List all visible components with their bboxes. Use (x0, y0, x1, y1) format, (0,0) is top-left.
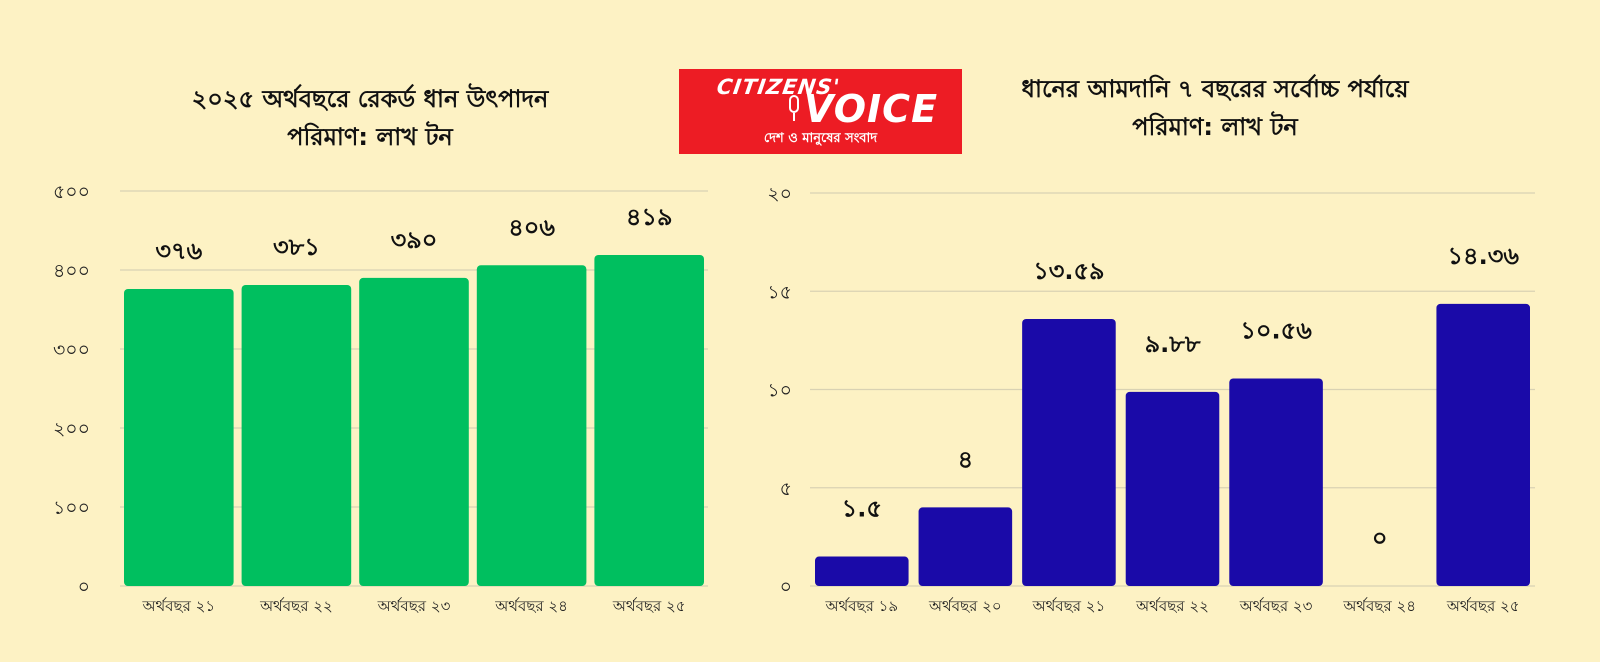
left-data-label: ৪১৯ (626, 203, 673, 231)
right-y-tick-label: ৫ (780, 478, 792, 500)
right-data-label: ১৪.৩৬ (1447, 242, 1519, 270)
right-chart-subtitle: পরিমাণ: লাখ টন (1132, 113, 1298, 141)
left-bar (241, 285, 352, 586)
left-bar (359, 277, 469, 586)
left-data-label: ৩৮১ (273, 233, 320, 261)
left-y-tick-label: ২০০ (53, 418, 90, 440)
logo-tagline: দেশ ও মানুষের সংবাদ (763, 131, 878, 146)
left-bar (594, 254, 704, 587)
right-bar (918, 507, 1013, 586)
microphone-icon (789, 95, 799, 113)
right-data-label: ৪ (958, 445, 974, 473)
right-y-tick-label: ২০ (767, 183, 792, 205)
left-y-tick-label: ৪০০ (53, 260, 90, 282)
left-y-tick-label: ৩০০ (53, 339, 90, 361)
left-category-label: অর্থবছর ২৫ (612, 597, 686, 615)
left-y-tick-label: ০ (78, 576, 90, 598)
right-y-tick-label: ০ (780, 576, 792, 598)
right-bar (1125, 391, 1220, 586)
left-chart-subtitle: পরিমাণ: লাখ টন (287, 123, 453, 151)
right-chart-title-block: ধানের আমদানি ৭ বছরের সর্বোচ্চ পর্যায়ে প… (955, 70, 1475, 146)
right-data-label: ১.৫ (842, 495, 882, 523)
left-category-label: অর্থবছর ২৪ (494, 597, 568, 615)
right-category-label: অর্থবছর ২৪ (1342, 597, 1416, 615)
right-data-label: ১৩.৫৯ (1033, 257, 1104, 285)
left-chart-title: ২০২৫ অর্থবছরে রেকর্ড ধান উৎপাদন (191, 85, 549, 113)
left-bar (124, 288, 234, 586)
left-category-label: অর্থবছর ২২ (259, 597, 333, 615)
right-category-label: অর্থবছর ২৫ (1446, 597, 1520, 615)
right-bar (1436, 303, 1530, 586)
right-category-label: অর্থবছর ২০ (928, 597, 1002, 615)
right-chart-title: ধানের আমদানি ৭ বছরের সর্বোচ্চ পর্যায়ে (1021, 75, 1409, 103)
left-data-label: ৪০৬ (508, 213, 555, 241)
left-bar (476, 265, 587, 586)
left-y-tick-label: ৫০০ (53, 181, 90, 203)
right-y-tick-label: ১০ (767, 380, 792, 402)
right-data-label: ০ (1372, 524, 1388, 552)
left-chart-title-block: ২০২৫ অর্থবছরে রেকর্ড ধান উৎপাদন পরিমাণ: … (110, 80, 630, 156)
right-category-label: অর্থবছর ২২ (1135, 597, 1209, 615)
left-category-label: অর্থবছর ২৩ (377, 597, 451, 615)
left-data-label: ৩৯০ (391, 226, 438, 254)
right-category-label: অর্থবছর ২১ (1032, 597, 1106, 615)
right-category-label: অর্থবছর ১৯ (824, 597, 898, 615)
left-data-label: ৩৭৬ (155, 237, 202, 265)
right-bar (1229, 378, 1323, 586)
right-data-label: ১০.৫৬ (1240, 316, 1312, 344)
logo-line2: VOICE (804, 87, 939, 131)
left-y-tick-label: ১০০ (53, 497, 90, 519)
right-category-label: অর্থবছর ২৩ (1239, 597, 1313, 615)
right-bar (815, 556, 909, 586)
right-bar (1022, 318, 1116, 586)
left-category-label: অর্থবছর ২১ (141, 597, 215, 615)
right-data-label: ৯.৮৮ (1145, 330, 1201, 358)
right-y-tick-label: ১৫ (767, 281, 792, 303)
citizens-voice-logo: CITIZENS' VOICE দেশ ও মানুষের সংবাদ (679, 69, 962, 154)
